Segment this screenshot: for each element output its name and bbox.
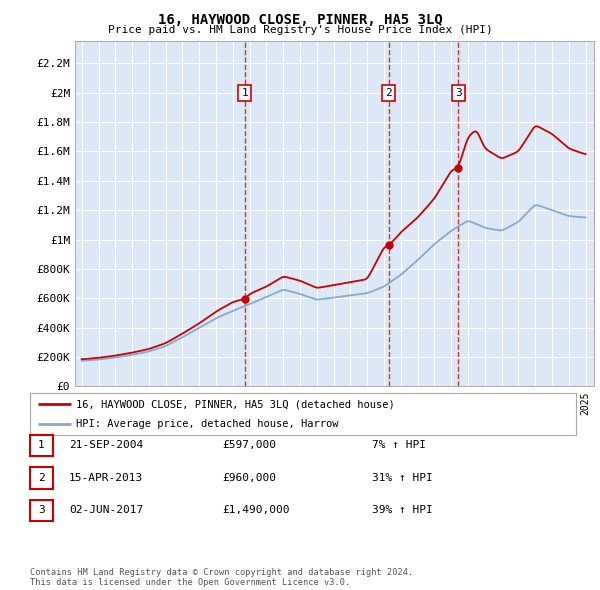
Text: 2: 2: [386, 88, 392, 98]
Text: 1: 1: [38, 441, 45, 450]
Text: 39% ↑ HPI: 39% ↑ HPI: [372, 506, 433, 515]
Text: 3: 3: [455, 88, 461, 98]
Text: 16, HAYWOOD CLOSE, PINNER, HA5 3LQ: 16, HAYWOOD CLOSE, PINNER, HA5 3LQ: [158, 13, 442, 27]
Text: 16, HAYWOOD CLOSE, PINNER, HA5 3LQ (detached house): 16, HAYWOOD CLOSE, PINNER, HA5 3LQ (deta…: [76, 399, 395, 409]
Text: HPI: Average price, detached house, Harrow: HPI: Average price, detached house, Harr…: [76, 419, 339, 429]
Text: Price paid vs. HM Land Registry's House Price Index (HPI): Price paid vs. HM Land Registry's House …: [107, 25, 493, 35]
Text: 3: 3: [38, 506, 45, 515]
Text: £960,000: £960,000: [222, 473, 276, 483]
Text: £1,490,000: £1,490,000: [222, 506, 290, 515]
Text: £597,000: £597,000: [222, 441, 276, 450]
Text: Contains HM Land Registry data © Crown copyright and database right 2024.
This d: Contains HM Land Registry data © Crown c…: [30, 568, 413, 587]
Text: 21-SEP-2004: 21-SEP-2004: [69, 441, 143, 450]
Text: 15-APR-2013: 15-APR-2013: [69, 473, 143, 483]
Text: 31% ↑ HPI: 31% ↑ HPI: [372, 473, 433, 483]
Text: 1: 1: [242, 88, 248, 98]
Text: 02-JUN-2017: 02-JUN-2017: [69, 506, 143, 515]
Text: 2: 2: [38, 473, 45, 483]
Text: 7% ↑ HPI: 7% ↑ HPI: [372, 441, 426, 450]
